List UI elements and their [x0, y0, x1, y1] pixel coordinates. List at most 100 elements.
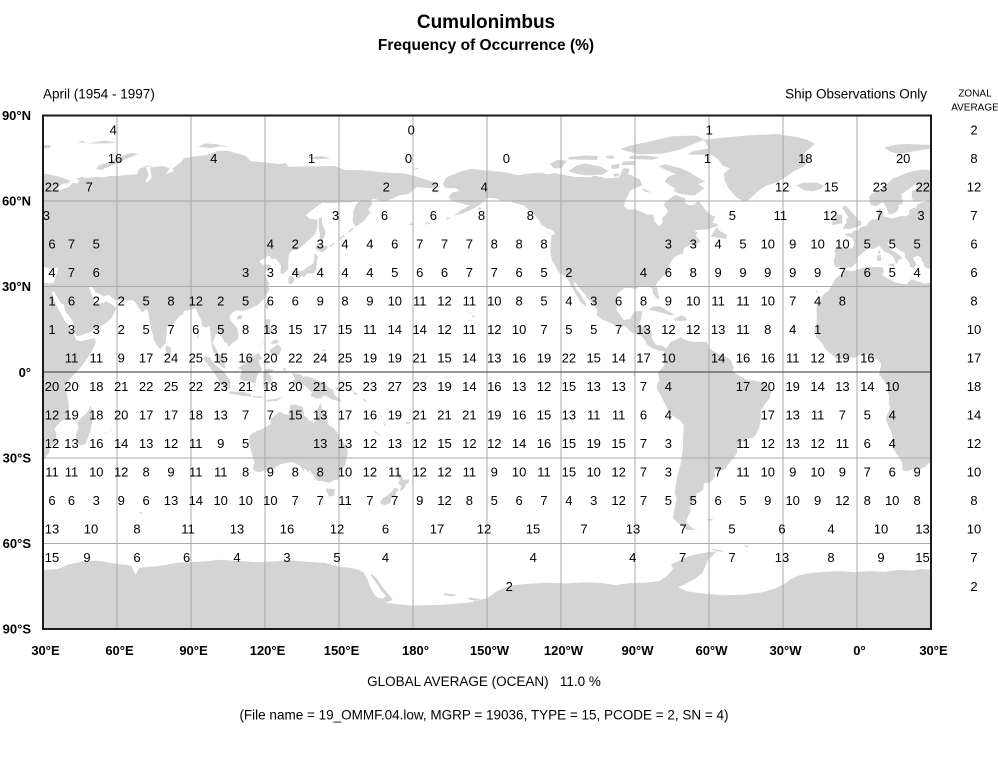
svg-text:3: 3: [283, 550, 290, 565]
svg-text:6: 6: [93, 265, 100, 280]
svg-text:5: 5: [864, 408, 871, 423]
svg-text:4: 4: [640, 265, 647, 280]
svg-text:15: 15: [537, 408, 551, 423]
svg-text:13: 13: [835, 379, 849, 394]
svg-text:7: 7: [839, 265, 846, 280]
svg-text:30°S: 30°S: [3, 450, 32, 465]
svg-text:11: 11: [363, 322, 377, 337]
svg-text:5: 5: [889, 236, 896, 251]
svg-text:10: 10: [874, 522, 888, 537]
svg-text:7: 7: [640, 465, 647, 480]
svg-text:5: 5: [889, 265, 896, 280]
svg-text:13: 13: [562, 408, 576, 423]
svg-text:11: 11: [463, 294, 477, 309]
svg-text:6: 6: [665, 265, 672, 280]
svg-text:16: 16: [736, 351, 750, 366]
svg-text:10: 10: [810, 236, 824, 251]
svg-text:2: 2: [565, 265, 572, 280]
svg-text:9: 9: [317, 294, 324, 309]
svg-text:8: 8: [466, 493, 473, 508]
svg-text:24: 24: [164, 351, 178, 366]
svg-text:18: 18: [189, 408, 203, 423]
svg-text:2: 2: [118, 322, 125, 337]
svg-text:21: 21: [462, 408, 476, 423]
svg-text:12: 12: [437, 322, 451, 337]
svg-text:4: 4: [629, 550, 636, 565]
svg-text:7: 7: [640, 493, 647, 508]
svg-text:20: 20: [761, 379, 775, 394]
svg-text:9: 9: [118, 493, 125, 508]
svg-text:2: 2: [970, 122, 977, 137]
svg-text:12: 12: [487, 322, 501, 337]
svg-text:11: 11: [413, 294, 427, 309]
svg-text:8: 8: [242, 465, 249, 480]
svg-text:5: 5: [142, 294, 149, 309]
svg-text:16: 16: [108, 151, 122, 166]
svg-text:12: 12: [330, 522, 344, 537]
svg-text:3: 3: [665, 236, 672, 251]
svg-text:11: 11: [736, 465, 750, 480]
svg-text:10: 10: [967, 465, 981, 480]
svg-text:6: 6: [441, 265, 448, 280]
svg-text:21: 21: [437, 408, 451, 423]
svg-text:15: 15: [562, 436, 576, 451]
svg-text:14: 14: [412, 322, 426, 337]
svg-text:4: 4: [48, 265, 55, 280]
svg-text:60°S: 60°S: [3, 536, 32, 551]
svg-text:8: 8: [478, 208, 485, 223]
svg-text:11: 11: [388, 465, 402, 480]
svg-text:10: 10: [89, 465, 103, 480]
svg-text:4: 4: [889, 408, 896, 423]
svg-text:10: 10: [761, 465, 775, 480]
svg-text:8: 8: [540, 236, 547, 251]
svg-text:19: 19: [487, 408, 501, 423]
svg-text:6: 6: [48, 236, 55, 251]
svg-text:8: 8: [515, 294, 522, 309]
svg-text:6: 6: [192, 322, 199, 337]
svg-text:13: 13: [313, 436, 327, 451]
svg-text:8: 8: [167, 294, 174, 309]
svg-text:17: 17: [761, 408, 775, 423]
svg-text:9: 9: [665, 294, 672, 309]
svg-text:14: 14: [189, 493, 203, 508]
svg-text:10: 10: [512, 322, 526, 337]
svg-text:19: 19: [64, 408, 78, 423]
svg-text:12: 12: [661, 322, 675, 337]
svg-text:24: 24: [313, 351, 327, 366]
svg-text:15: 15: [288, 408, 302, 423]
svg-text:9: 9: [789, 465, 796, 480]
svg-text:6: 6: [889, 465, 896, 480]
svg-text:12: 12: [810, 436, 824, 451]
svg-text:2: 2: [432, 179, 439, 194]
svg-text:19: 19: [785, 379, 799, 394]
svg-text:0°: 0°: [853, 643, 865, 658]
svg-text:4: 4: [889, 436, 896, 451]
svg-text:8: 8: [970, 151, 977, 166]
svg-text:3: 3: [690, 236, 697, 251]
svg-text:6: 6: [864, 265, 871, 280]
svg-text:5: 5: [864, 236, 871, 251]
svg-text:9: 9: [167, 465, 174, 480]
svg-text:9: 9: [217, 436, 224, 451]
svg-text:60°N: 60°N: [2, 194, 31, 209]
svg-text:7: 7: [876, 208, 883, 223]
svg-text:Frequency of Occurrence (%): Frequency of Occurrence (%): [378, 37, 594, 54]
svg-text:4: 4: [714, 236, 721, 251]
svg-text:21: 21: [412, 351, 426, 366]
svg-text:21: 21: [412, 408, 426, 423]
svg-text:60°W: 60°W: [696, 643, 729, 658]
svg-text:23: 23: [213, 379, 227, 394]
svg-text:7: 7: [167, 322, 174, 337]
svg-text:15: 15: [824, 179, 838, 194]
svg-text:4: 4: [565, 493, 572, 508]
svg-text:18: 18: [798, 151, 812, 166]
svg-text:6: 6: [515, 493, 522, 508]
svg-text:22: 22: [916, 179, 930, 194]
svg-text:22: 22: [139, 379, 153, 394]
svg-text:9: 9: [913, 465, 920, 480]
svg-text:5: 5: [142, 322, 149, 337]
svg-text:17: 17: [967, 351, 981, 366]
svg-text:12: 12: [189, 294, 203, 309]
svg-text:25: 25: [338, 379, 352, 394]
svg-text:11: 11: [189, 436, 203, 451]
